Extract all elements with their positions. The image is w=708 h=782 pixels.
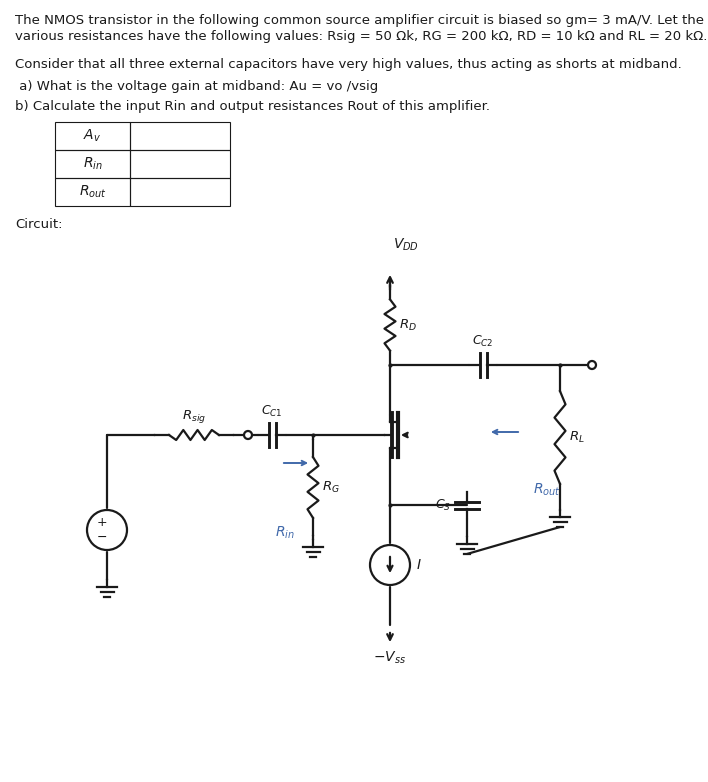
Text: $R_G$: $R_G$ xyxy=(322,480,340,495)
Bar xyxy=(130,178,230,206)
Text: $A_v$: $A_v$ xyxy=(84,127,101,144)
Text: various resistances have the following values: Rsig = 50 Ωk, RG = 200 kΩ, RD = 1: various resistances have the following v… xyxy=(15,30,707,43)
Text: $R_L$: $R_L$ xyxy=(569,430,585,445)
Text: $R_D$: $R_D$ xyxy=(399,317,417,332)
Text: Consider that all three external capacitors have very high values, thus acting a: Consider that all three external capacit… xyxy=(15,58,682,71)
Text: $V_{DD}$: $V_{DD}$ xyxy=(393,237,419,253)
Bar xyxy=(55,178,130,206)
Text: The NMOS transistor in the following common source amplifier circuit is biased s: The NMOS transistor in the following com… xyxy=(15,14,704,27)
Text: $R_{out}$: $R_{out}$ xyxy=(79,184,106,200)
Text: +: + xyxy=(97,516,108,529)
Bar xyxy=(130,122,230,150)
Bar xyxy=(55,122,130,150)
Text: $R_{in}$: $R_{in}$ xyxy=(275,525,295,541)
Text: $C_{C1}$: $C_{C1}$ xyxy=(261,404,282,419)
Text: $R_{out}$: $R_{out}$ xyxy=(533,482,561,498)
Text: Circuit:: Circuit: xyxy=(15,218,62,231)
Text: −: − xyxy=(97,530,107,543)
Text: $R_{in}$: $R_{in}$ xyxy=(83,156,103,172)
Bar xyxy=(55,150,130,178)
Text: $C_{C2}$: $C_{C2}$ xyxy=(472,334,493,349)
Text: $R_{sig}$: $R_{sig}$ xyxy=(182,408,206,425)
Text: $I$: $I$ xyxy=(416,558,422,572)
Text: $C_S$: $C_S$ xyxy=(435,497,451,512)
Text: $-V_{ss}$: $-V_{ss}$ xyxy=(374,650,406,666)
Text: b) Calculate the input Rin and output resistances Rout of this amplifier.: b) Calculate the input Rin and output re… xyxy=(15,100,490,113)
Bar xyxy=(130,150,230,178)
Text: a) What is the voltage gain at midband: Au = vo /vsig: a) What is the voltage gain at midband: … xyxy=(15,80,378,93)
